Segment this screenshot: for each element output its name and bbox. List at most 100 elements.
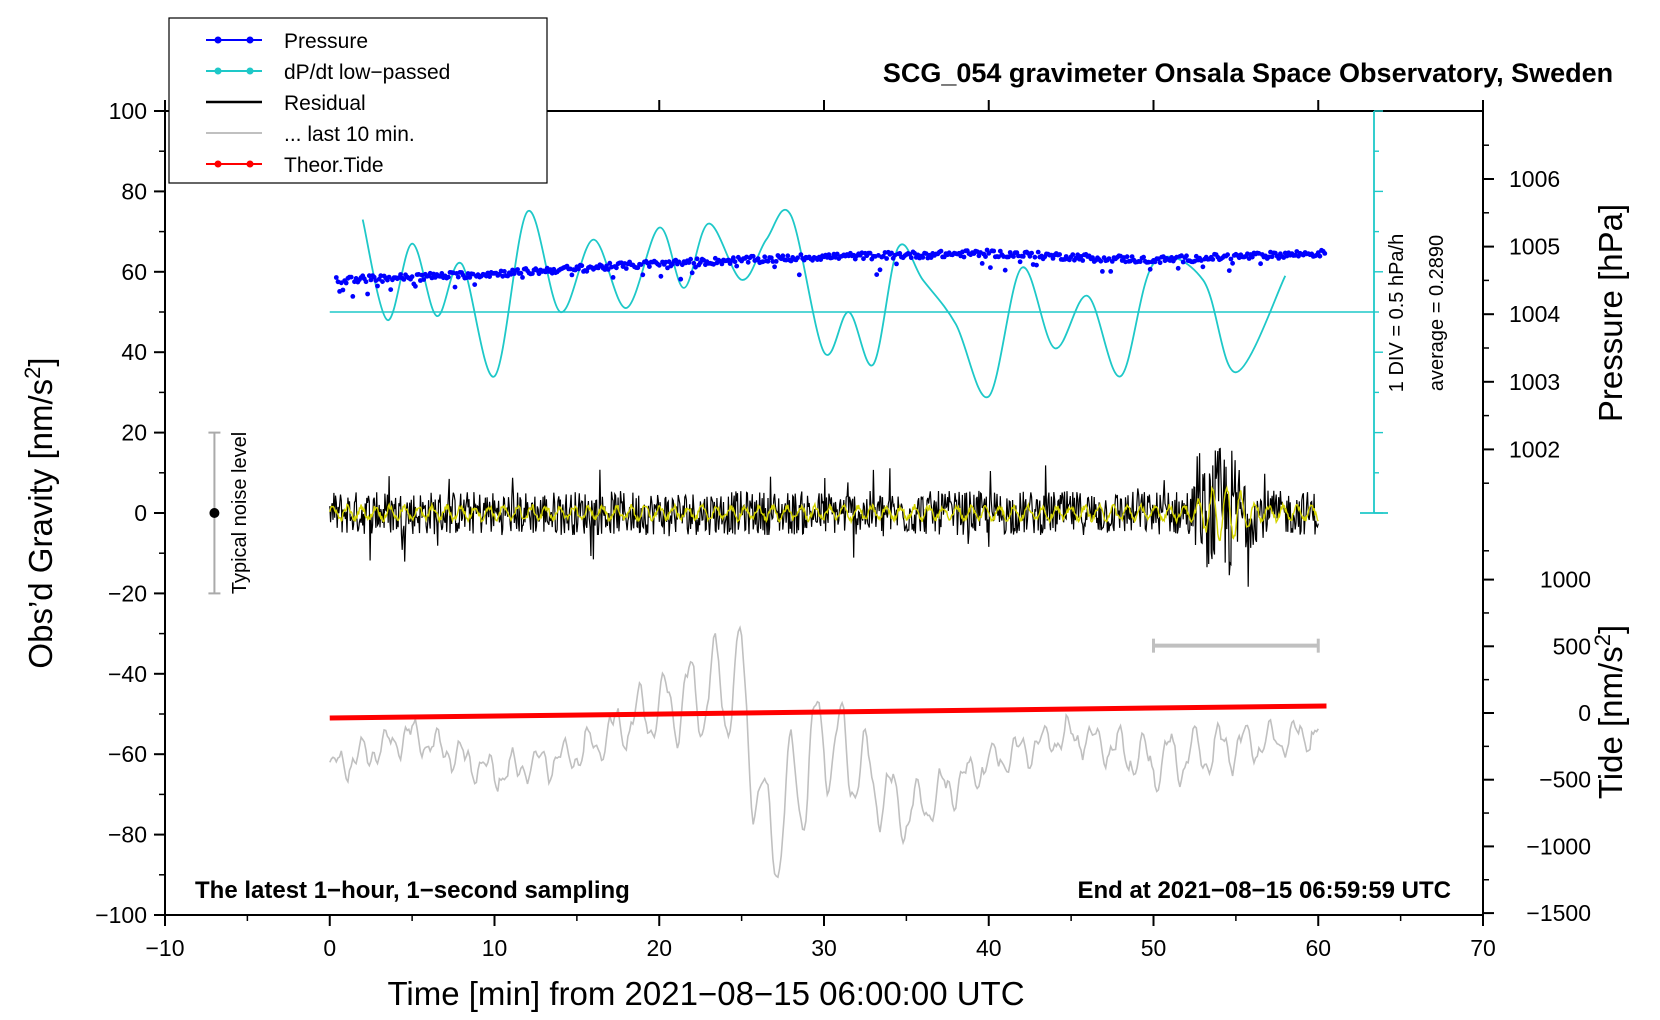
pressure-point xyxy=(455,274,461,280)
legend-marker xyxy=(214,160,222,168)
pressure-point xyxy=(610,275,616,280)
pressure-point xyxy=(579,263,585,269)
tide-tick-label: 500 xyxy=(1553,633,1591,659)
y-tick-label: 20 xyxy=(121,420,147,446)
x-tick-label: 70 xyxy=(1470,935,1496,961)
series-layer xyxy=(329,208,1328,879)
x-tick-label: 60 xyxy=(1305,935,1331,961)
pressure-point xyxy=(861,256,866,262)
pressure-point xyxy=(772,264,777,270)
pressure-tick-label: 1003 xyxy=(1509,369,1560,395)
residual-smoothed-line xyxy=(329,485,1319,542)
pressure-point xyxy=(734,263,740,269)
pressure-point xyxy=(446,274,451,280)
y-tick-label: 80 xyxy=(121,178,147,204)
pressure-point xyxy=(785,253,791,259)
pressure-point xyxy=(1137,259,1143,264)
tide-tick-label: −500 xyxy=(1539,767,1591,793)
pressure-point xyxy=(1057,252,1062,257)
pressure-point xyxy=(798,252,804,257)
pressure-point xyxy=(719,261,725,267)
pressure-point xyxy=(731,255,736,261)
pressure-point xyxy=(961,254,967,260)
y-axis-pressure-tide: 1002 1003 1004 1005 1006 −1500 −1000 −500 0 500 10… xyxy=(1483,144,1591,926)
pressure-point xyxy=(1002,267,1008,273)
pressure-point xyxy=(688,256,693,262)
pressure-point xyxy=(647,264,652,269)
pressure-point xyxy=(666,259,672,265)
pressure-point xyxy=(818,257,824,262)
pressure-point xyxy=(1029,250,1034,256)
y-tick-label: −60 xyxy=(108,741,147,767)
pressure-point xyxy=(502,269,507,274)
pressure-point xyxy=(413,283,418,289)
pressure-point xyxy=(894,261,899,267)
y-tick-label: −40 xyxy=(108,661,147,687)
pressure-point xyxy=(874,272,880,277)
pressure-point xyxy=(1011,254,1016,259)
legend-label: ... last 10 min. xyxy=(284,123,415,146)
pressure-point xyxy=(1175,265,1181,271)
pressure-tick-label: 1002 xyxy=(1509,436,1560,462)
y-tick-label: 100 xyxy=(109,98,147,124)
pressure-point xyxy=(398,272,403,277)
dpdt-line xyxy=(361,208,1287,399)
pressure-point xyxy=(796,272,802,278)
pressure-point xyxy=(897,251,903,256)
x-axis: −10 0 10 20 30 40 50 60 70 xyxy=(145,100,1496,961)
pressure-points xyxy=(333,247,1328,299)
pressure-point xyxy=(363,279,369,285)
x-tick-label: 20 xyxy=(646,935,672,961)
pressure-point xyxy=(638,262,644,267)
pressure-point xyxy=(340,287,346,293)
pressure-point xyxy=(520,275,525,280)
pressure-point xyxy=(1090,255,1095,260)
pressure-point xyxy=(658,273,664,279)
tide-tick-label: 0 xyxy=(1578,700,1591,726)
tide-tick-label: −1000 xyxy=(1526,833,1591,859)
pressure-point xyxy=(1147,266,1153,272)
legend-label: dP/dt low−passed xyxy=(284,61,450,84)
legend-box xyxy=(168,17,548,184)
pressure-point xyxy=(518,270,524,276)
pressure-point xyxy=(1269,254,1275,260)
noise-center-dot xyxy=(209,508,220,518)
pressure-point xyxy=(762,254,768,260)
y-axis-title-gravity: Obs’d Gravity [nm/s2] xyxy=(20,357,60,668)
pressure-point xyxy=(452,284,458,290)
pressure-point xyxy=(691,260,697,266)
pressure-point xyxy=(1034,262,1039,268)
legend-marker xyxy=(246,160,254,168)
pressure-point xyxy=(938,248,944,254)
theor-tide-line xyxy=(329,703,1327,721)
pressure-point xyxy=(1249,254,1255,260)
pressure-point xyxy=(1070,252,1076,257)
pressure-point xyxy=(472,282,478,287)
pressure-point xyxy=(1035,249,1041,255)
pressure-point xyxy=(884,256,889,261)
x-tick-label: −10 xyxy=(145,935,184,961)
legend-marker xyxy=(246,67,254,75)
pressure-point xyxy=(401,277,407,282)
pressure-point xyxy=(375,283,380,289)
pressure-point xyxy=(1106,256,1112,261)
pressure-tick-label: 1006 xyxy=(1509,166,1560,192)
x-tick-label: 0 xyxy=(323,935,336,961)
pressure-point xyxy=(333,275,339,280)
pressure-point xyxy=(877,267,883,273)
pressure-point xyxy=(1108,269,1114,274)
pressure-point xyxy=(908,255,914,261)
pressure-point xyxy=(343,280,349,286)
y-axis-gravity: −100 −80 −60 −40 −20 0 20 40 60 80 100 xyxy=(95,98,165,928)
pressure-point xyxy=(640,272,646,278)
tide-tick-label: 1000 xyxy=(1540,567,1591,593)
pressure-point xyxy=(467,275,473,280)
pressure-point xyxy=(569,272,575,278)
pressure-point xyxy=(348,274,354,280)
pressure-point xyxy=(1032,254,1038,260)
pressure-point xyxy=(365,291,370,297)
pressure-point xyxy=(530,271,535,276)
x-tick-label: 30 xyxy=(811,935,837,961)
pressure-point xyxy=(623,266,629,271)
